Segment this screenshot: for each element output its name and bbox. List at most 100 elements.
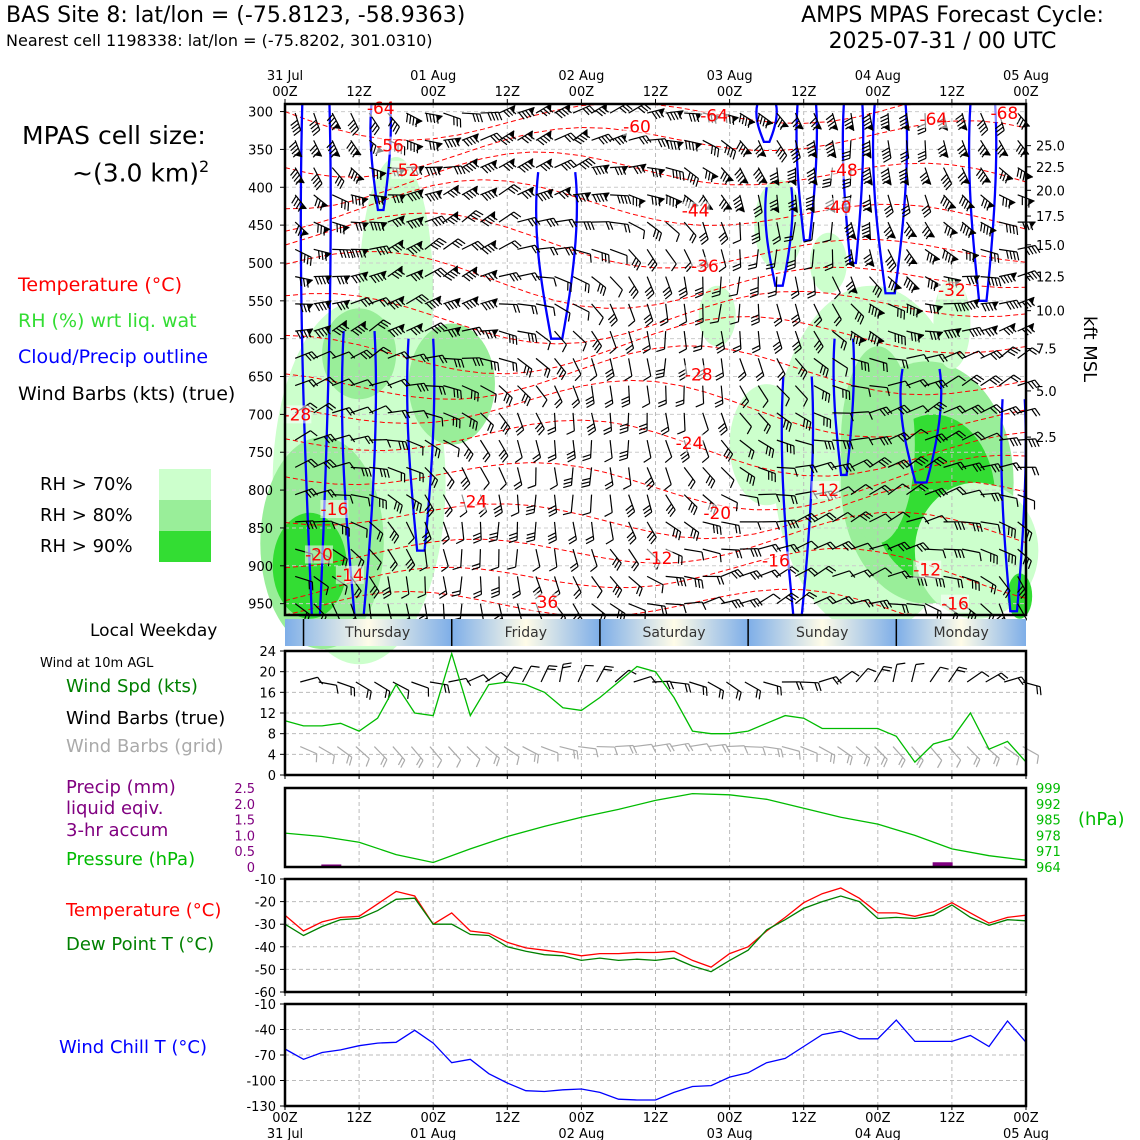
wind-barb-174 (461, 185, 480, 201)
wind-barb-464 (732, 331, 742, 354)
wind-barb-13 (294, 458, 318, 468)
cloud-outline-12 (967, 103, 998, 302)
wind-barb-252 (535, 246, 559, 256)
wind-barb-520 (790, 303, 801, 327)
wind-barb-291 (572, 276, 590, 294)
wind-barb-357 (626, 521, 637, 545)
wind-barb-371 (641, 385, 651, 409)
wind-barb-361 (647, 108, 665, 120)
wind-barb-202 (479, 439, 491, 463)
wind-barb-669 (943, 221, 958, 238)
grid-barb-11 (485, 746, 500, 767)
cs-xtick-1: 12Z (346, 85, 372, 100)
wind-barb-321 (591, 576, 603, 599)
wind-barb-379 (647, 603, 668, 615)
wind-barb-491 (758, 543, 782, 553)
cs-rtick-2: 20.0 (1036, 184, 1065, 199)
grid-barb-12 (503, 746, 520, 766)
wind-barb-180 (461, 357, 484, 367)
wind-barb-95 (387, 112, 400, 135)
wind-barb-365 (646, 221, 663, 242)
wind-barb-220 (498, 412, 511, 435)
wind-barb-475 (756, 112, 774, 129)
wind-barb-362 (647, 138, 670, 148)
wind-barb-317 (581, 467, 593, 488)
wind-barb-749 (1017, 323, 1036, 336)
pressure-line (284, 792, 1027, 864)
wind-barb-88 (369, 439, 392, 448)
sfc-barb-16 (596, 665, 614, 683)
wind-barb-490 (758, 521, 780, 530)
grid-barb-3 (336, 746, 353, 766)
wind-barb-125 (406, 410, 429, 419)
wind-barb-329 (609, 276, 623, 298)
temp-label-21: -16 (762, 551, 790, 571)
wind-barb-385 (665, 248, 677, 272)
wind-barb-738 (998, 548, 1017, 565)
wind-barb-656 (924, 379, 948, 390)
wind-speed-panel-ytick-0: 0 (268, 769, 276, 784)
wind-barb-413 (683, 494, 698, 516)
wind-barb-343 (628, 134, 652, 145)
wind-barb-642 (906, 516, 930, 525)
wind-barb-486 (757, 412, 771, 435)
wind-barb-708 (980, 248, 1000, 263)
bottom-xtick-5: 12Z (643, 1111, 669, 1126)
wind-chill-panel-ytick-2: -70 (255, 1049, 276, 1064)
wind-barb-212 (498, 184, 522, 196)
wind-barb-558 (831, 303, 842, 327)
wind-barb-374 (644, 467, 655, 491)
wind-barb-157 (443, 238, 466, 250)
wind-barb-517 (783, 221, 796, 243)
wind-barb-160 (443, 326, 462, 338)
wind-barb-430 (701, 439, 710, 464)
wind-barb-611 (883, 194, 894, 218)
cs-ytick-3: 450 (248, 219, 273, 234)
wind-barb-24 (313, 248, 332, 261)
wind-barb-640 (906, 456, 929, 468)
wind-barb-133 (424, 112, 443, 124)
cs-rtick-8: 5.0 (1036, 385, 1057, 400)
wind-barb-164 (443, 439, 460, 458)
wind-barb-213 (498, 211, 522, 223)
cs-xtick-date-6: 03 Aug (707, 69, 753, 84)
wind-barb-352 (621, 385, 631, 408)
temp-label-18: -20 (703, 504, 731, 524)
wind-barb-478 (753, 194, 763, 218)
wind-barb-375 (642, 494, 653, 518)
wind-barb-137 (424, 215, 448, 227)
wind-barb-649 (921, 194, 932, 218)
wind-barb-493 (757, 593, 781, 605)
wind-barb-369 (642, 331, 651, 354)
cs-xtick-0: 00Z (272, 85, 298, 100)
pressure-ytick-1: 992 (1036, 798, 1061, 813)
wind-barb-333 (604, 385, 614, 409)
grid-barb-37 (966, 746, 981, 768)
wind-barb-243 (508, 521, 519, 544)
isotherm-4 (284, 212, 1027, 269)
wind-barb-5 (294, 248, 312, 266)
pressure-ytick-0: 999 (1036, 782, 1061, 797)
legend-wind-chill: Wind Chill T (°C) (59, 1037, 207, 1058)
wind-barb-149 (419, 549, 428, 572)
wind-barb-633 (903, 276, 920, 294)
wind-barb-575 (844, 249, 855, 268)
wind-barb-393 (664, 467, 672, 491)
wind-barb-434 (702, 548, 722, 563)
wind-barb-144 (424, 412, 444, 427)
weekday-seg-0 (285, 619, 452, 646)
local-weekday-label: Local Weekday (90, 621, 218, 641)
wind-barb-293 (572, 330, 587, 352)
wind-barb-205 (472, 521, 482, 544)
wind-barb-470 (739, 494, 760, 507)
cs-xtick-6: 00Z (717, 85, 743, 100)
temp-dewpoint-panel-ytick-5: -10 (255, 873, 276, 888)
wind-barb-325 (610, 165, 629, 176)
wind-barb-187 (452, 549, 463, 571)
wind-barb-286 (572, 129, 591, 145)
wind-barb-384 (665, 221, 680, 243)
wind-barb-277 (547, 412, 557, 435)
cs-xtick-5: 12Z (643, 85, 669, 100)
